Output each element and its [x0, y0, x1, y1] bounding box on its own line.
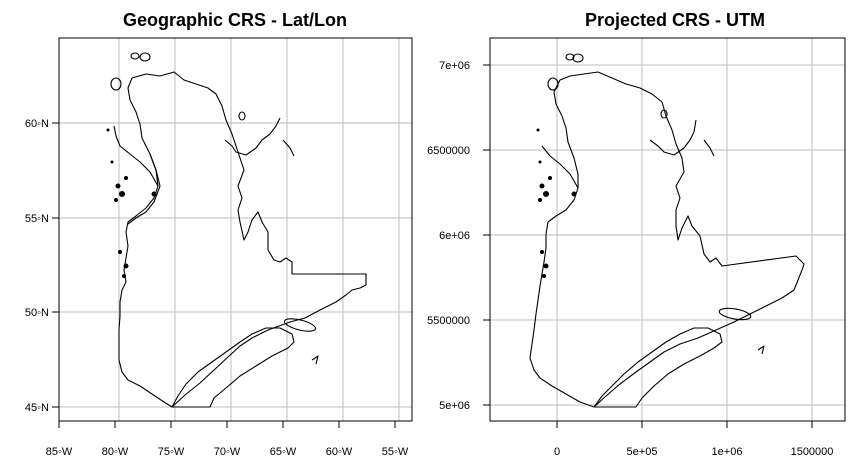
y-tick-label: 45◦N — [25, 402, 49, 414]
quebec-outline-projected — [529, 53, 805, 408]
x-tick-label: 1e+06 — [712, 446, 743, 458]
plot-frame — [58, 37, 413, 422]
plot-frame — [489, 37, 846, 422]
x-tick-label: 0 — [554, 446, 560, 458]
x-tick-label: 85◦W — [46, 446, 73, 458]
x-axis: 0 5e+05 1e+06 1500000 — [554, 421, 833, 458]
y-tick-label: 6500000 — [427, 145, 470, 157]
y-tick-label: 7e+06 — [439, 60, 470, 72]
x-tick-label: 55◦W — [382, 446, 409, 458]
panel-title: Geographic CRS - Lat/Lon — [123, 10, 347, 30]
y-axis: 7e+06 6500000 6e+06 5500000 5e+06 — [427, 60, 490, 412]
y-tick-label: 5e+06 — [439, 400, 470, 412]
x-tick-label: 5e+05 — [627, 446, 658, 458]
x-axis: 85◦W 80◦W 75◦W 70◦W 65◦W 60◦W 55◦W — [46, 421, 409, 458]
x-tick-label: 70◦W — [214, 446, 241, 458]
y-tick-label: 50◦N — [25, 307, 49, 319]
x-tick-label: 80◦W — [102, 446, 129, 458]
x-tick-label: 1500000 — [791, 446, 834, 458]
y-axis: 60◦N 55◦N 50◦N 45◦N — [25, 118, 59, 414]
x-tick-label: 65◦W — [270, 446, 297, 458]
panel-geographic: Geographic CRS - Lat/Lon — [25, 10, 413, 458]
y-tick-label: 5500000 — [427, 315, 470, 327]
x-tick-label: 75◦W — [158, 446, 185, 458]
panel-projected: Projected CRS - UTM — [427, 10, 846, 458]
y-tick-label: 55◦N — [25, 213, 49, 225]
graticule — [490, 38, 845, 421]
x-tick-label: 60◦W — [326, 446, 353, 458]
y-tick-label: 60◦N — [25, 118, 49, 130]
graticule — [59, 38, 412, 421]
hudson-bay-islands — [536, 128, 577, 278]
y-tick-label: 6e+06 — [439, 230, 470, 242]
hudson-bay-islands — [106, 128, 157, 278]
quebec-outline-geographic — [106, 52, 367, 408]
panel-title: Projected CRS - UTM — [585, 10, 765, 30]
